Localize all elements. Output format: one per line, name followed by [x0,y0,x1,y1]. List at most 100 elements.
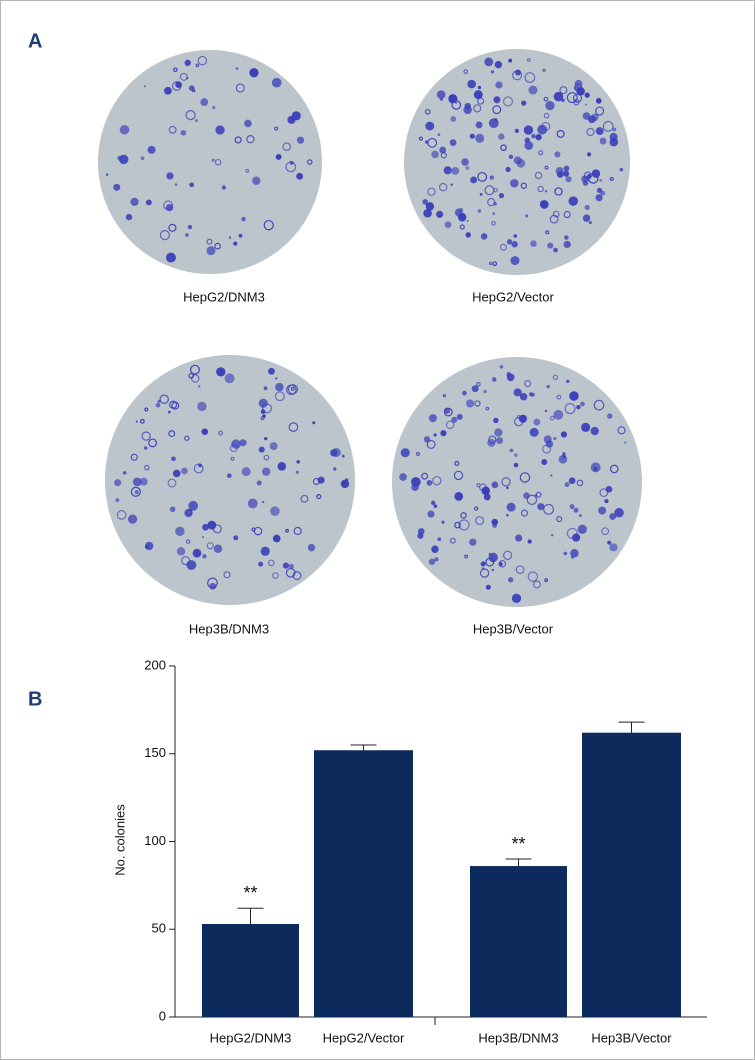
colony [117,156,122,161]
colony [505,167,510,172]
colony [476,121,483,128]
colony [598,507,606,515]
colony [411,483,419,491]
colony [289,564,294,569]
colony [141,157,145,161]
colony [506,514,509,517]
colony [212,159,215,162]
plate-label: Hep3B/DNM3 [189,621,269,636]
colony [528,86,537,95]
colony [264,386,268,390]
colony [229,236,231,238]
colony [565,482,570,487]
colony [262,467,270,475]
colony [624,441,626,443]
colony [545,101,554,110]
colony [495,81,502,88]
colony [465,103,471,109]
colony [490,175,494,179]
y-axis-label: No. colonies [112,804,127,876]
colony [399,473,407,481]
colony [296,460,299,463]
colony [483,390,486,393]
colony [115,498,119,502]
colony [429,558,435,564]
colony [214,544,222,552]
colony [524,141,533,150]
colony [454,492,463,501]
x-tick-label: Hep3B/Vector [591,1030,672,1045]
colony [333,467,336,470]
colony [126,214,132,220]
colony [583,180,589,186]
colony [222,185,226,189]
colony [423,209,432,218]
colony [120,125,130,135]
colony [277,462,286,471]
colony [166,172,173,179]
colony [493,418,498,423]
y-tick-label: 50 [152,921,166,936]
colony [345,478,349,482]
colony [164,87,172,95]
panel-label: B [28,688,42,710]
colony [563,552,567,556]
colony [508,59,512,63]
colony [570,504,575,509]
colony [437,90,446,99]
colony [461,158,469,166]
colony [233,535,238,540]
colony [524,125,533,134]
colony [525,214,528,217]
colony [438,133,441,136]
colony [276,154,282,160]
colony [510,179,519,188]
colony [434,504,438,508]
colony [177,547,185,555]
colony [467,80,476,89]
colony [523,492,530,499]
colony [206,246,215,255]
colony [507,374,515,382]
colony [128,515,137,524]
colony [207,521,216,530]
x-tick-label: Hep3B/DNM3 [478,1030,558,1045]
colony [457,414,463,420]
colony [528,539,532,543]
colony [574,508,579,513]
colony [569,477,576,484]
colony [283,562,289,568]
colony [478,86,481,89]
colony [495,61,502,68]
colony [462,391,467,396]
colony [444,166,452,174]
colony [492,523,497,528]
colony [198,385,200,387]
colony [189,182,194,187]
colony [166,253,176,263]
colony [202,536,204,538]
colony [201,428,208,435]
colony [583,214,590,221]
colony [550,474,552,476]
colony [239,234,243,238]
significance: ** [243,883,257,903]
colony [596,98,602,104]
colony [491,569,494,572]
colony [610,133,618,141]
colony [261,547,270,556]
colony [492,377,497,382]
colony [202,554,206,558]
colony [553,410,563,420]
colony [431,151,439,159]
colony [589,221,592,224]
colony [275,377,277,379]
colony [554,151,560,157]
colony [318,477,325,484]
colony [417,533,423,539]
colony [494,428,502,436]
colony [585,93,590,98]
colony [227,473,232,478]
panel-label: A [28,30,42,52]
plate-label: HepG2/DNM3 [183,289,265,304]
